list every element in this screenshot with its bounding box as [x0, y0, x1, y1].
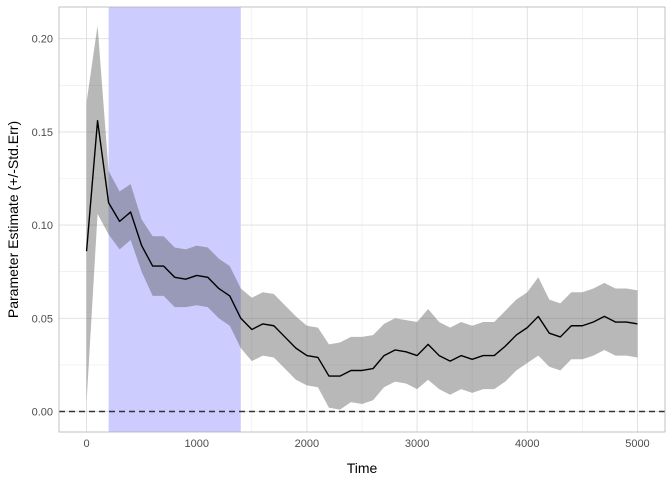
data-point [537, 315, 539, 317]
data-point [339, 375, 341, 377]
data-point [394, 349, 396, 351]
x-tick-label: 3000 [405, 438, 429, 450]
data-point [85, 250, 87, 252]
data-point [548, 332, 550, 334]
data-point [185, 278, 187, 280]
data-point [306, 354, 308, 356]
data-point [328, 375, 330, 377]
data-point [107, 202, 109, 204]
data-point [482, 354, 484, 356]
data-point [273, 325, 275, 327]
data-point [196, 274, 198, 276]
data-point [151, 265, 153, 267]
data-point [118, 220, 120, 222]
data-point [559, 336, 561, 338]
data-point [625, 321, 627, 323]
data-point [515, 334, 517, 336]
y-axis-title: Parameter Estimate (+/-Std.Err) [5, 121, 21, 318]
data-point [603, 315, 605, 317]
data-point [240, 317, 242, 319]
data-point [372, 367, 374, 369]
data-point [636, 323, 638, 325]
y-tick-label: 0.15 [32, 127, 53, 139]
estimate-line-0 [85, 120, 638, 377]
y-tick-label: 0.00 [32, 406, 53, 418]
data-point [173, 276, 175, 278]
data-point [383, 354, 385, 356]
data-point [284, 336, 286, 338]
x-axis-ticks: 0 1000 2000 3000 4000 5000 [83, 438, 649, 450]
data-point [438, 354, 440, 356]
data-point [416, 354, 418, 356]
data-point [129, 211, 131, 213]
data-point [229, 295, 231, 297]
data-point [493, 354, 495, 356]
data-point [581, 325, 583, 327]
data-point [262, 323, 264, 325]
data-point [317, 356, 319, 358]
data-point [614, 321, 616, 323]
data-point [427, 343, 429, 345]
x-tick-label: 4000 [515, 438, 539, 450]
data-point [526, 326, 528, 328]
y-tick-label: 0.20 [32, 34, 53, 46]
data-point [350, 369, 352, 371]
std-err-ribbon-layer [86, 25, 638, 410]
x-tick-label: 2000 [295, 438, 319, 450]
data-point [207, 276, 209, 278]
y-tick-label: 0.05 [32, 313, 53, 325]
panel-border [58, 6, 666, 433]
data-point [295, 347, 297, 349]
data-point [162, 265, 164, 267]
data-point [504, 345, 506, 347]
data-point [592, 321, 594, 323]
data-point [140, 244, 142, 246]
y-axis-ticks: 0.00 0.05 0.10 0.15 0.20 [32, 34, 53, 419]
x-tick-label: 0 [83, 438, 89, 450]
data-point [405, 351, 407, 353]
data-point [218, 287, 220, 289]
estimate-line-layer [85, 120, 638, 377]
data-point [460, 354, 462, 356]
x-tick-label: 5000 [625, 438, 649, 450]
x-axis-title: Time [347, 460, 378, 476]
x-tick-label: 1000 [184, 438, 208, 450]
y-tick-label: 0.10 [32, 220, 53, 232]
highlight-band-layer [108, 7, 241, 432]
data-point [449, 360, 451, 362]
data-point [251, 328, 253, 330]
data-point [96, 120, 98, 122]
highlight-band [108, 7, 241, 432]
std-err-ribbon-0 [86, 25, 638, 410]
data-point [570, 325, 572, 327]
data-point [361, 369, 363, 371]
data-point [471, 358, 473, 360]
